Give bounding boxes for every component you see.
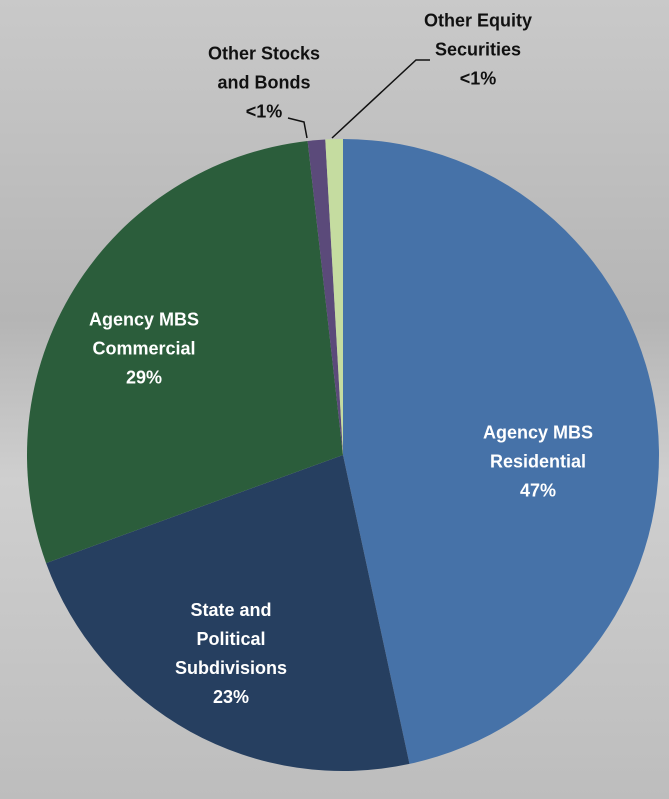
category-label: State and Political Subdivisions xyxy=(171,596,291,683)
value-label: 23% xyxy=(171,683,291,712)
pie-canvas xyxy=(0,0,669,799)
value-label: 29% xyxy=(69,364,219,393)
value-label: <1% xyxy=(413,65,543,94)
value-label: <1% xyxy=(199,98,329,127)
category-label: Agency MBS Residential xyxy=(463,419,613,477)
slice-label: Other Equity Securities<1% xyxy=(413,7,543,94)
value-label: 47% xyxy=(463,477,613,506)
category-label: Other Stocks and Bonds xyxy=(199,40,329,98)
category-label: Agency MBS Commercial xyxy=(69,306,219,364)
slice-label: Other Stocks and Bonds<1% xyxy=(199,40,329,127)
chart: Agency MBS Residential47% State and Polit… xyxy=(0,0,669,799)
category-label: Other Equity Securities xyxy=(413,7,543,65)
